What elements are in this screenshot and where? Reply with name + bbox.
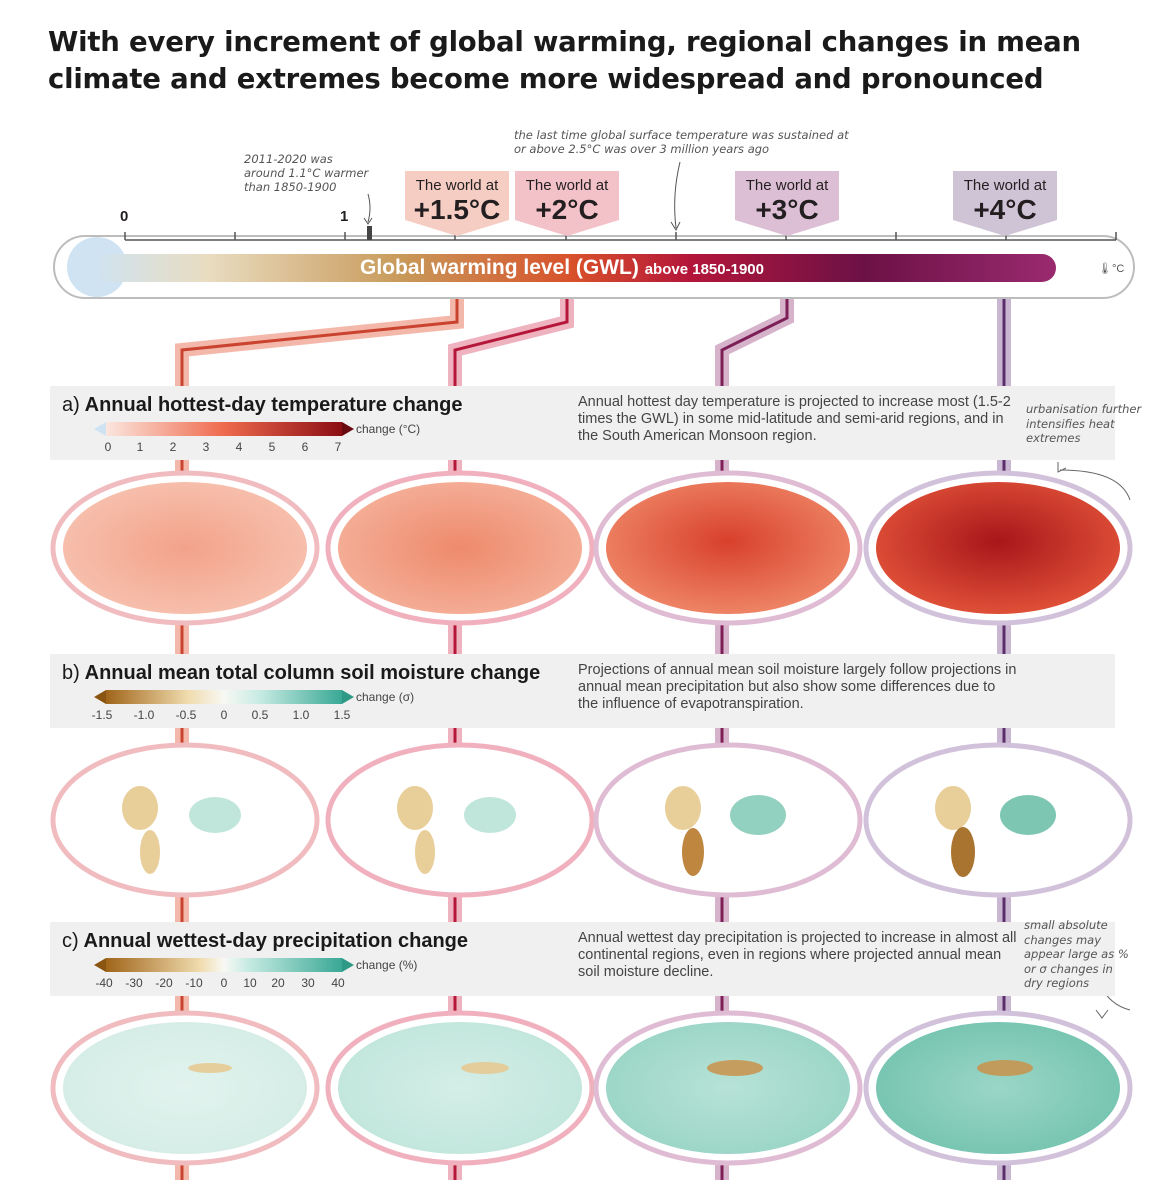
- world-tag-prefix: The world at: [963, 177, 1047, 194]
- colorbar-b-tick: -0.5: [175, 708, 197, 722]
- world-tag-4: The world at +4°C: [953, 171, 1057, 225]
- panel-a-maps: [50, 470, 1133, 626]
- colorbar-c: [94, 958, 354, 972]
- panel-title-text: Annual wettest-day precipitation change: [83, 930, 469, 952]
- colorbar-c-tick: 20: [271, 976, 285, 990]
- world-tag-1p5: The world at +1.5°C: [405, 171, 509, 225]
- colorbar-b-tick: -1.5: [91, 708, 113, 722]
- colorbar-b: [94, 690, 354, 704]
- world-tag-value: +1.5°C: [413, 194, 501, 225]
- axis-label-zero: 0: [120, 208, 129, 225]
- note-small-changes: small absolute changes may appear large …: [1024, 918, 1129, 990]
- colorbar-b-tick: 0.5: [251, 708, 269, 722]
- note-recent-warming: 2011-2020 was around 1.1°C warmer than 1…: [244, 152, 369, 194]
- colorbar-a-tick: 7: [334, 440, 342, 454]
- world-tag-prefix: The world at: [415, 177, 499, 194]
- colorbar-b-tick: -1.0: [133, 708, 155, 722]
- panel-title-text: Annual mean total column soil moisture c…: [84, 662, 541, 684]
- gwl-bar-title: Global warming level (GWL): [360, 256, 639, 279]
- colorbar-a-tick: 1: [136, 440, 144, 454]
- colorbar-c-tick: 10: [243, 976, 257, 990]
- colorbar-c-unit: change (%): [356, 958, 418, 972]
- panel-b-maps: [50, 742, 1133, 898]
- gwl-bar-label: Global warming level (GWL) above 1850-19…: [360, 256, 764, 280]
- colorbar-b-tick: 0: [220, 708, 228, 722]
- world-tags: [405, 171, 1057, 236]
- colorbar-a-tick: 6: [301, 440, 309, 454]
- colorbar-b-tick: 1.5: [333, 708, 351, 722]
- panel-c-header: c) Annual wettest-day precipitation chan…: [50, 922, 1115, 996]
- panel-a-title: a) Annual hottest-day temperature change: [62, 394, 462, 417]
- page-title: With every increment of global warming, …: [48, 26, 1081, 95]
- world-tag-3: The world at +3°C: [735, 171, 839, 225]
- colorbar-a-tick: 0: [104, 440, 112, 454]
- panel-b-title: b) Annual mean total column soil moistur…: [62, 662, 540, 685]
- colorbar-b-unit: change (σ): [356, 690, 415, 704]
- colorbar-a-unit: change (°C): [356, 422, 421, 436]
- world-tag-value: +4°C: [973, 194, 1037, 225]
- axis-label-one: 1: [340, 208, 349, 225]
- panel-b-description: Projections of annual mean soil moisture…: [578, 662, 1017, 712]
- panel-a-description: Annual hottest day temperature is projec…: [578, 394, 1011, 444]
- colorbar-c-tick: 40: [331, 976, 345, 990]
- colorbar-c-tick: -10: [185, 976, 203, 990]
- world-tag-value: +3°C: [755, 194, 819, 225]
- world-tag-2: The world at +2°C: [515, 171, 619, 225]
- panel-c-description: Annual wettest day precipitation is proj…: [578, 930, 1017, 980]
- panel-c-title: c) Annual wettest-day precipitation chan…: [62, 930, 468, 953]
- note-three-million-years: the last time global surface temperature…: [514, 128, 849, 156]
- colorbar-a: [94, 422, 354, 436]
- world-tag-prefix: The world at: [525, 177, 609, 194]
- gwl-bar-subtitle: above 1850-1900: [644, 261, 764, 278]
- panel-a-header: a) Annual hottest-day temperature change…: [50, 386, 1115, 460]
- colorbar-c-tick: 30: [301, 976, 315, 990]
- colorbar-b-tick: 1.0: [292, 708, 310, 722]
- world-tag-prefix: The world at: [745, 177, 829, 194]
- colorbar-a-tick: 4: [235, 440, 243, 454]
- panel-letter: a): [62, 394, 80, 416]
- colorbar-a-tick: 5: [268, 440, 276, 454]
- thermometer-unit: °C: [1111, 263, 1125, 275]
- colorbar-a-tick: 3: [202, 440, 210, 454]
- colorbar-c-tick: -40: [95, 976, 113, 990]
- colorbar-c-tick: -30: [125, 976, 143, 990]
- panel-letter: b): [62, 662, 80, 684]
- colorbar-c-tick: -20: [155, 976, 173, 990]
- note-urbanisation: urbanisation further intensifies heat ex…: [1026, 402, 1142, 445]
- panel-b-header: b) Annual mean total column soil moistur…: [50, 654, 1115, 728]
- panel-c-maps: [50, 1010, 1133, 1166]
- panel-letter: c): [62, 930, 79, 952]
- world-tag-value: +2°C: [535, 194, 599, 225]
- colorbar-c-tick: 0: [220, 976, 228, 990]
- colorbar-a-tick: 2: [169, 440, 177, 454]
- thermometer-icon: 🌡°C: [1098, 263, 1125, 275]
- gwl-thermometer: [53, 161, 1135, 299]
- panel-title-text: Annual hottest-day temperature change: [84, 394, 463, 416]
